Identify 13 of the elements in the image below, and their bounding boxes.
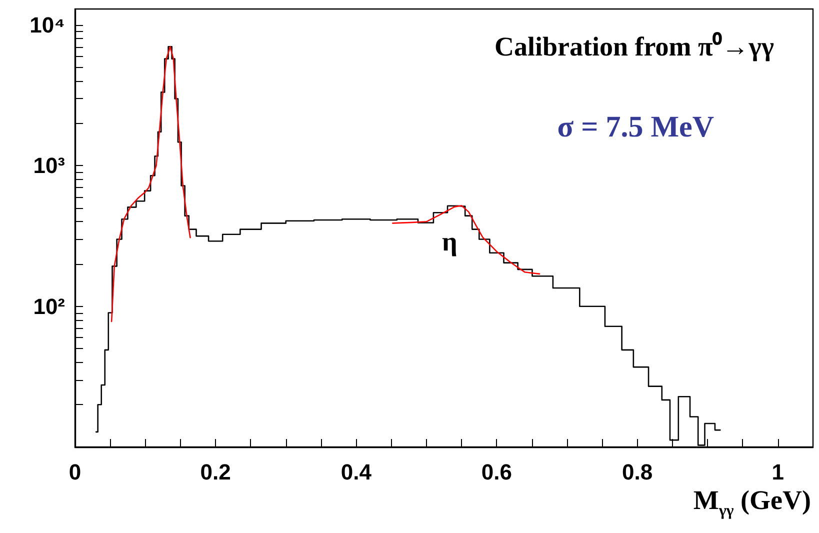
x-tick-label: 0.8 xyxy=(622,460,653,484)
x-tick-label: 0.4 xyxy=(340,460,372,484)
x-tick-label: 0.6 xyxy=(481,460,512,484)
x-tick-label: 1 xyxy=(772,460,784,484)
y-tick-label: 10³ xyxy=(33,153,65,178)
annotation: η xyxy=(442,226,458,256)
y-tick-label: 10⁴ xyxy=(30,12,65,38)
x-tick-label: 0.2 xyxy=(200,460,231,484)
text: Calibration from π⁰→γγ xyxy=(494,32,774,62)
x-tick-label: 0 xyxy=(68,460,82,484)
y-tick-label: 10² xyxy=(33,294,65,319)
annotation: σ = 7.5 MeV xyxy=(557,110,714,144)
x-axis-title: M$_{γγ}$ (GeV) xyxy=(693,485,811,520)
